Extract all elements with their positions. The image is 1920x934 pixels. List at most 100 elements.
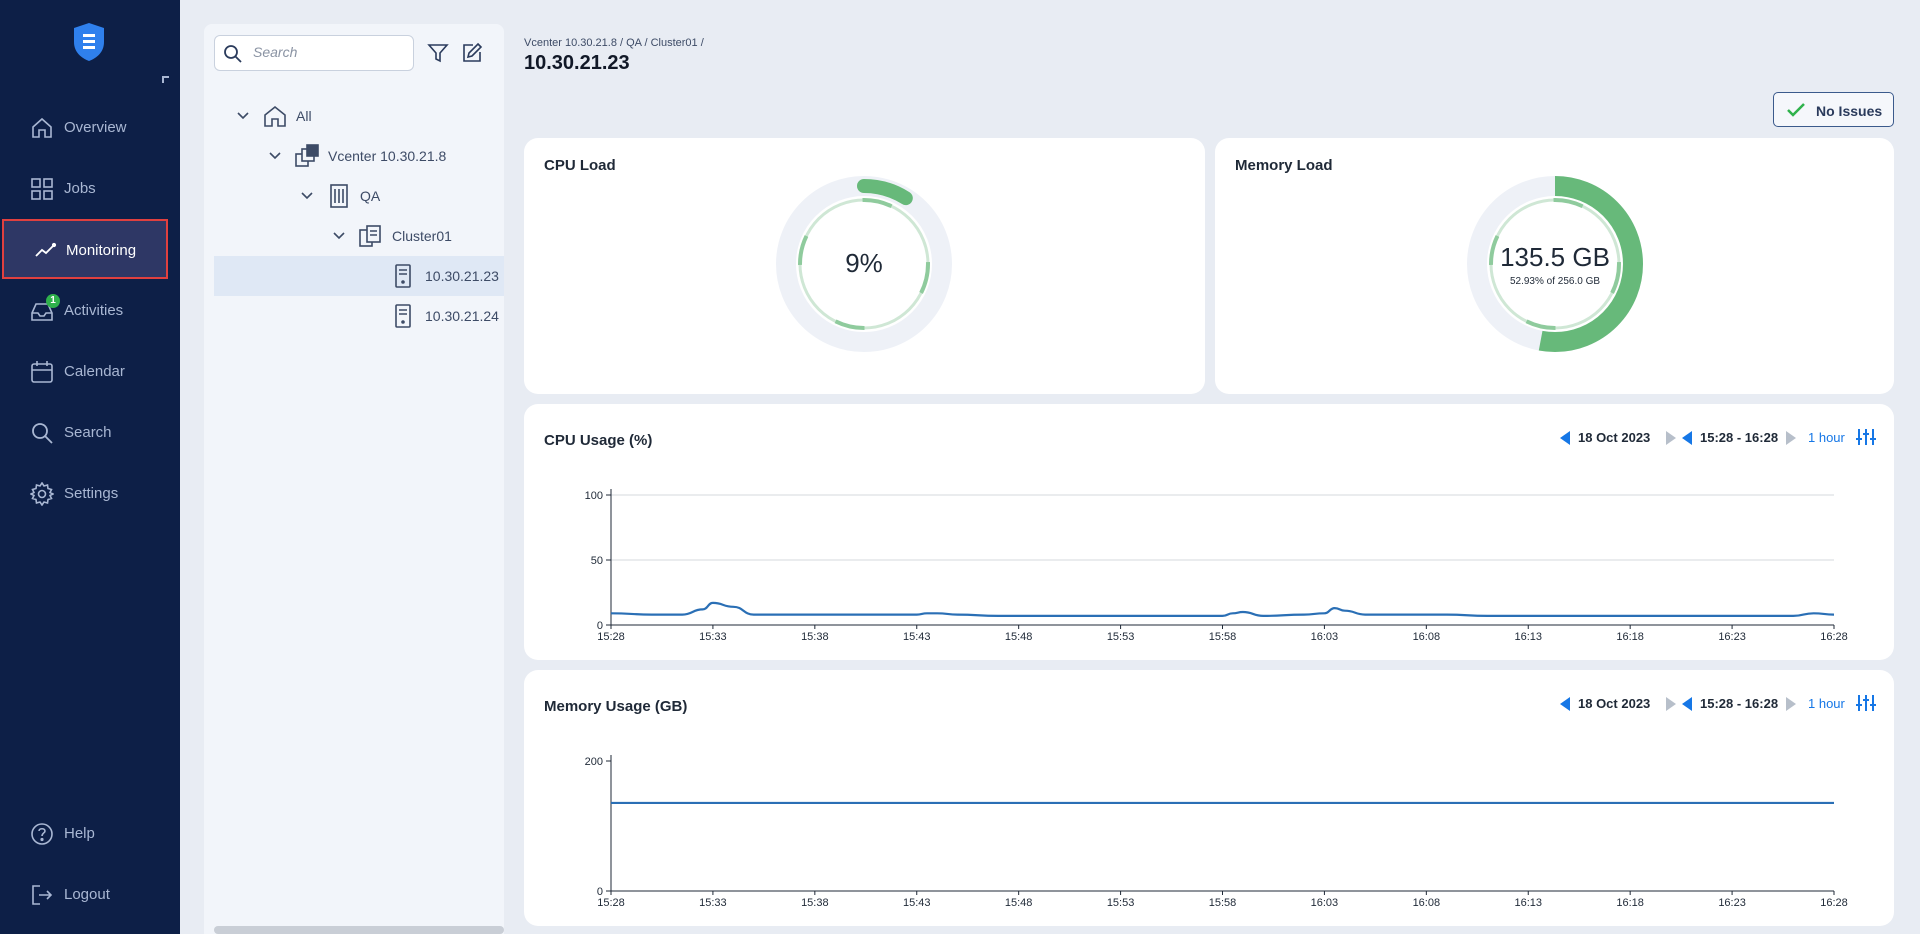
nav-item-jobs[interactable]: Jobs <box>0 159 180 219</box>
memory-usage-x-tick-label: 16:18 <box>1616 897 1644 909</box>
grid-icon <box>31 178 53 200</box>
time-range-label: 15:28 - 16:28 <box>1700 696 1779 711</box>
filter-icon[interactable] <box>426 41 450 65</box>
tree-node-label: 10.30.21.23 <box>425 268 499 284</box>
chevron-down-icon[interactable] <box>332 229 346 243</box>
cpu-load-title: CPU Load <box>544 157 616 174</box>
cpu-usage-x-tick-label: 16:03 <box>1311 631 1339 643</box>
tree-search-box <box>214 35 414 71</box>
tree-node-label: QA <box>360 188 381 204</box>
tree-node-label: 10.30.21.24 <box>425 308 499 324</box>
sidebar: Overview Jobs Monitoring 1 Activities Ca… <box>0 0 180 934</box>
nav-item-label: Monitoring <box>66 242 137 259</box>
nav-item-logout[interactable]: Logout <box>0 865 180 925</box>
next-range-icon[interactable] <box>1786 697 1796 711</box>
cpu-usage-x-tick-label: 15:58 <box>1209 631 1237 643</box>
no-issues-status-button[interactable]: No Issues <box>1773 92 1894 127</box>
nav-item-label: Jobs <box>64 180 96 197</box>
memory-usage-title: Memory Usage (GB) <box>544 698 688 715</box>
memory-usage-y-tick-label: 0 <box>597 886 603 898</box>
cpu-usage-x-tick-label: 15:43 <box>903 631 931 643</box>
chevron-down-icon[interactable] <box>268 149 282 163</box>
nav-item-activities[interactable]: 1 Activities <box>0 281 180 341</box>
memory-usage-x-tick-label: 15:33 <box>699 897 727 909</box>
interval-select[interactable]: 1 hour <box>1808 430 1845 445</box>
cpu-usage-x-tick-label: 16:28 <box>1820 631 1848 643</box>
nav-item-label: Logout <box>64 886 110 903</box>
activity-line-icon <box>35 242 57 257</box>
cpu-usage-y-tick-label: 0 <box>597 620 603 632</box>
sliders-icon[interactable] <box>1856 694 1876 712</box>
cpu-usage-card: CPU Usage (%) 18 Oct 2023 15:28 - 16:28 … <box>524 404 1894 660</box>
tree-node-qa[interactable]: QA <box>214 176 504 216</box>
nav-item-search[interactable]: Search <box>0 403 180 463</box>
cpu-usage-x-tick-label: 15:38 <box>801 631 829 643</box>
server-icon <box>395 264 411 288</box>
cpu-usage-x-tick-label: 15:53 <box>1107 631 1135 643</box>
server-icon <box>395 304 411 328</box>
memory-load-card: Memory Load 135.5 GB 52.93% of 256.0 GB <box>1215 138 1894 394</box>
search-icon <box>224 45 242 63</box>
tree-node-cluster01[interactable]: Cluster01 <box>214 216 504 256</box>
sliders-icon[interactable] <box>1856 428 1876 446</box>
memory-usage-x-tick-label: 16:08 <box>1413 897 1441 909</box>
cpu-load-value: 9% <box>845 248 883 278</box>
prev-range-icon[interactable] <box>1682 697 1692 711</box>
cpu-load-gauge: 9% <box>776 176 952 352</box>
nav-item-monitoring[interactable]: Monitoring <box>2 219 168 279</box>
date-label: 18 Oct 2023 <box>1578 696 1651 711</box>
memory-gauge-fill-arc <box>1467 176 1643 352</box>
sidebar-collapse-icon[interactable] <box>162 76 169 83</box>
memory-load-subtext: 52.93% of 256.0 GB <box>1509 276 1601 287</box>
next-date-icon[interactable] <box>1666 431 1676 445</box>
status-label: No Issues <box>1816 103 1883 119</box>
interval-select[interactable]: 1 hour <box>1808 696 1845 711</box>
memory-usage-x-tick-label: 15:28 <box>597 897 625 909</box>
memory-usage-x-tick-label: 16:23 <box>1718 897 1746 909</box>
notification-badge: 1 <box>46 294 60 308</box>
horizontal-scrollbar[interactable] <box>214 926 504 934</box>
help-circle-icon <box>31 823 53 845</box>
nav-item-label: Calendar <box>64 363 125 380</box>
home-icon <box>264 105 286 127</box>
prev-date-icon[interactable] <box>1560 431 1570 445</box>
prev-range-icon[interactable] <box>1682 431 1692 445</box>
cpu-gauge-fill-arc <box>779 179 949 349</box>
building-icon <box>330 184 348 208</box>
cpu-usage-y-tick-label: 50 <box>591 555 603 567</box>
checkmark-icon <box>1787 103 1805 117</box>
prev-date-icon[interactable] <box>1560 697 1570 711</box>
app-logo-icon[interactable] <box>72 22 106 62</box>
gauge-inner-accent <box>1489 198 1621 330</box>
nav-item-label: Activities <box>64 302 124 319</box>
nav-item-settings[interactable]: Settings <box>0 464 180 524</box>
memory-usage-x-tick-label: 15:38 <box>801 897 829 909</box>
chevron-down-icon[interactable] <box>236 109 250 123</box>
memory-usage-y-tick-label: 200 <box>585 756 603 768</box>
tree-node-vcenter[interactable]: Vcenter 10.30.21.8 <box>214 136 504 176</box>
cluster-icon <box>359 225 381 247</box>
tree-node-all[interactable]: All <box>214 96 504 136</box>
breadcrumb[interactable]: Vcenter 10.30.21.8 / QA / Cluster01 / <box>524 37 704 49</box>
tree-search-input[interactable] <box>253 44 403 60</box>
nav-item-help[interactable]: Help <box>0 804 180 864</box>
memory-usage-x-tick-label: 15:58 <box>1209 897 1237 909</box>
time-range-label: 15:28 - 16:28 <box>1700 430 1779 445</box>
next-range-icon[interactable] <box>1786 431 1796 445</box>
date-label: 18 Oct 2023 <box>1578 430 1651 445</box>
tree-node-host-10-30-21-24[interactable]: 10.30.21.24 <box>214 296 504 336</box>
edit-icon[interactable] <box>460 41 484 65</box>
tree-node-host-10-30-21-23[interactable]: 10.30.21.23 <box>214 256 504 296</box>
cpu-usage-chart: 0 50 100 15:28 15:33 15:38 15:43 15:48 15:53 15:5… <box>585 489 1848 643</box>
memory-usage-x-tick-label: 15:53 <box>1107 897 1135 909</box>
cpu-usage-series-line <box>610 601 1835 618</box>
cpu-usage-x-tick-label: 15:28 <box>597 631 625 643</box>
nav-item-calendar[interactable]: Calendar <box>0 342 180 402</box>
inbox-icon <box>31 303 53 321</box>
chevron-down-icon[interactable] <box>300 189 314 203</box>
nav-item-label: Help <box>64 825 95 842</box>
nav-item-overview[interactable]: Overview <box>0 98 180 158</box>
cpu-load-card: CPU Load 9% <box>524 138 1205 394</box>
memory-usage-x-tick-label: 16:03 <box>1311 897 1339 909</box>
next-date-icon[interactable] <box>1666 697 1676 711</box>
